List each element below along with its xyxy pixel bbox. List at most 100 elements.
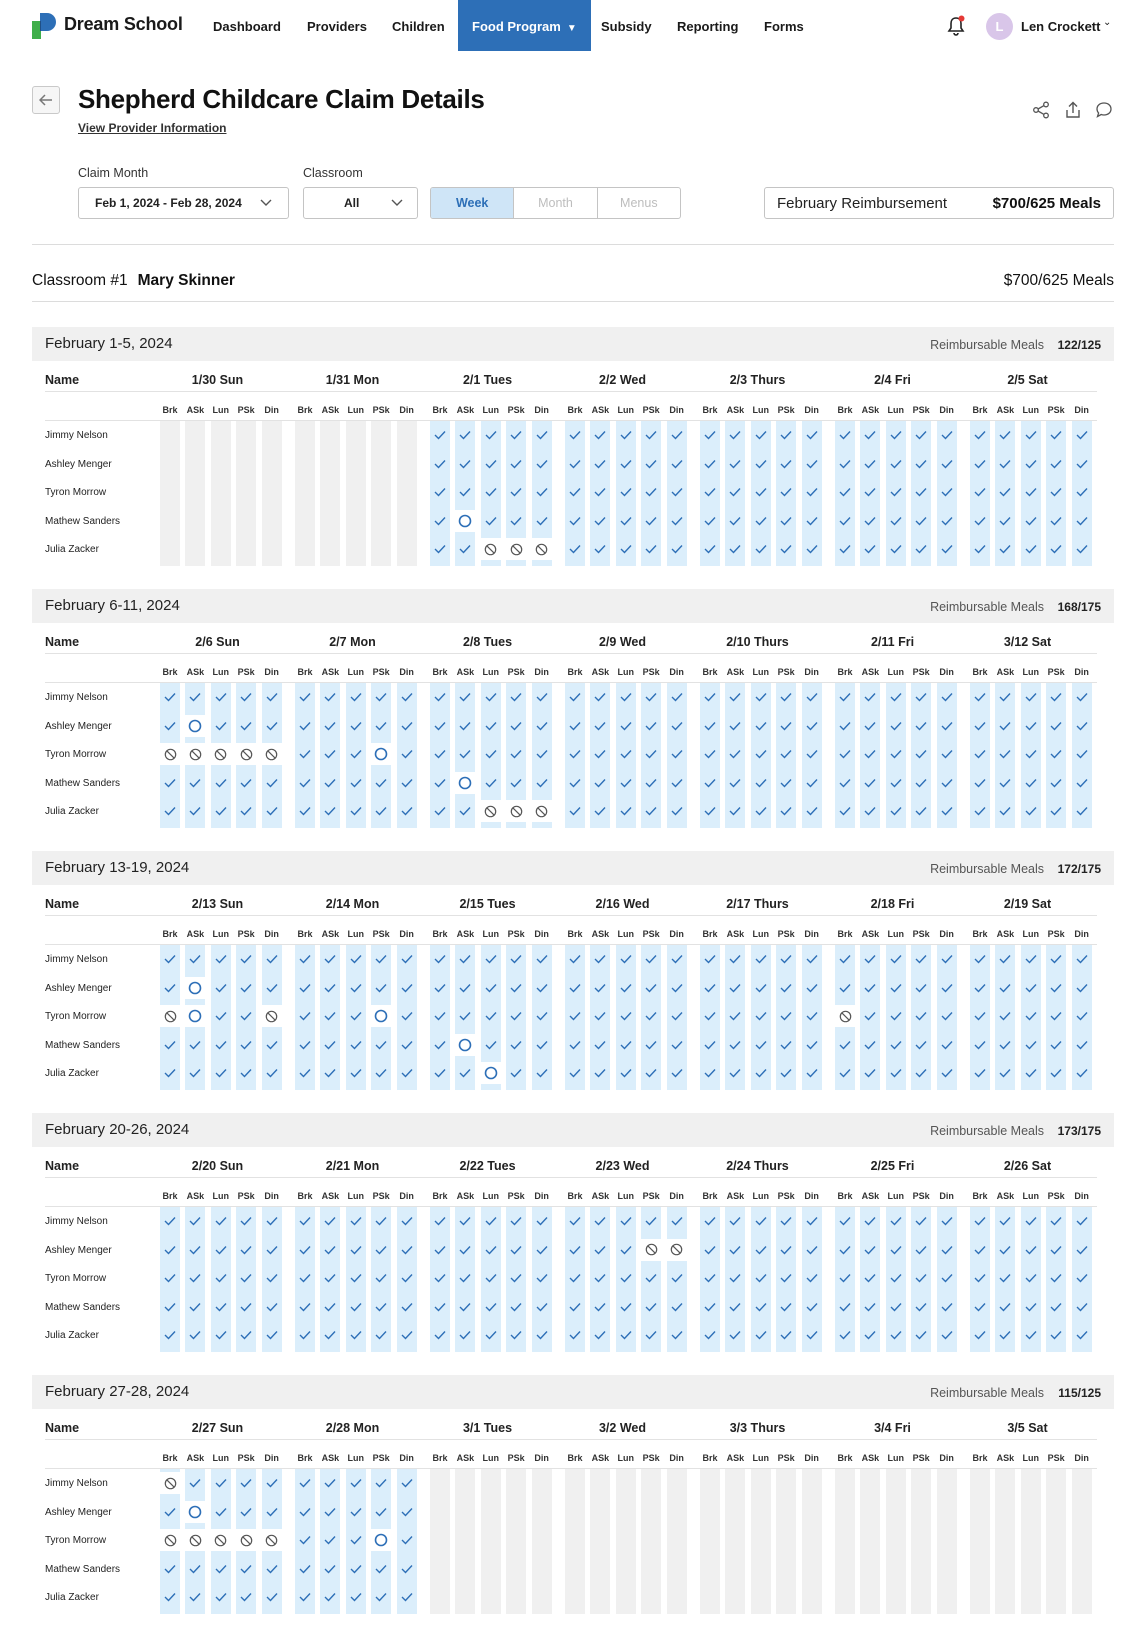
meal-served-check-icon[interactable] — [565, 453, 585, 475]
meal-served-check-icon[interactable] — [937, 510, 957, 532]
meal-served-check-icon[interactable] — [397, 1267, 417, 1289]
meal-served-check-icon[interactable] — [1021, 1324, 1041, 1346]
meal-served-check-icon[interactable] — [262, 1324, 282, 1346]
meal-served-check-icon[interactable] — [430, 743, 450, 765]
meal-served-check-icon[interactable] — [970, 686, 990, 708]
meal-served-check-icon[interactable] — [970, 800, 990, 822]
meal-served-check-icon[interactable] — [937, 686, 957, 708]
meal-served-check-icon[interactable] — [995, 1296, 1015, 1318]
meal-served-check-icon[interactable] — [346, 948, 366, 970]
meal-served-check-icon[interactable] — [725, 715, 745, 737]
meal-served-check-icon[interactable] — [937, 1296, 957, 1318]
meal-served-check-icon[interactable] — [802, 1267, 822, 1289]
meal-served-check-icon[interactable] — [1046, 1324, 1066, 1346]
meal-served-check-icon[interactable] — [911, 1324, 931, 1346]
meal-served-check-icon[interactable] — [751, 1324, 771, 1346]
meal-served-check-icon[interactable] — [995, 453, 1015, 475]
meal-not-served-icon[interactable] — [185, 743, 206, 765]
meal-served-check-icon[interactable] — [970, 1210, 990, 1232]
meal-served-check-icon[interactable] — [802, 800, 822, 822]
meal-pending-circle-icon[interactable] — [455, 1033, 476, 1056]
meal-served-check-icon[interactable] — [937, 1210, 957, 1232]
meal-served-check-icon[interactable] — [725, 510, 745, 532]
meal-served-check-icon[interactable] — [295, 1034, 315, 1056]
meal-served-check-icon[interactable] — [1021, 686, 1041, 708]
meal-served-check-icon[interactable] — [911, 1296, 931, 1318]
meal-served-check-icon[interactable] — [860, 481, 880, 503]
meal-served-check-icon[interactable] — [700, 1296, 720, 1318]
meal-served-check-icon[interactable] — [835, 481, 855, 503]
meal-served-check-icon[interactable] — [937, 800, 957, 822]
meal-served-check-icon[interactable] — [835, 1267, 855, 1289]
meal-served-check-icon[interactable] — [835, 1210, 855, 1232]
meal-served-check-icon[interactable] — [262, 1210, 282, 1232]
comment-icon[interactable] — [1095, 101, 1113, 119]
meal-served-check-icon[interactable] — [211, 1267, 231, 1289]
meal-served-check-icon[interactable] — [185, 772, 205, 794]
meal-served-check-icon[interactable] — [641, 538, 661, 560]
meal-served-check-icon[interactable] — [1072, 715, 1092, 737]
meal-served-check-icon[interactable] — [506, 743, 526, 765]
meal-served-check-icon[interactable] — [1072, 800, 1092, 822]
meal-served-check-icon[interactable] — [725, 686, 745, 708]
meal-served-check-icon[interactable] — [320, 1324, 340, 1346]
meal-served-check-icon[interactable] — [1072, 453, 1092, 475]
meal-served-check-icon[interactable] — [616, 800, 636, 822]
meal-served-check-icon[interactable] — [211, 800, 231, 822]
meal-served-check-icon[interactable] — [262, 1267, 282, 1289]
nav-reporting[interactable]: Reporting — [677, 19, 739, 34]
meal-served-check-icon[interactable] — [211, 1005, 231, 1027]
meal-served-check-icon[interactable] — [835, 1296, 855, 1318]
meal-served-check-icon[interactable] — [886, 743, 906, 765]
meal-served-check-icon[interactable] — [995, 481, 1015, 503]
meal-served-check-icon[interactable] — [532, 453, 552, 475]
meal-served-check-icon[interactable] — [430, 772, 450, 794]
meal-served-check-icon[interactable] — [1046, 424, 1066, 446]
meal-pending-circle-icon[interactable] — [371, 1005, 392, 1027]
meal-served-check-icon[interactable] — [835, 510, 855, 532]
meal-served-check-icon[interactable] — [236, 948, 256, 970]
meal-served-check-icon[interactable] — [835, 1062, 855, 1084]
meal-served-check-icon[interactable] — [236, 772, 256, 794]
meal-served-check-icon[interactable] — [565, 1267, 585, 1289]
meal-served-check-icon[interactable] — [725, 1034, 745, 1056]
meal-served-check-icon[interactable] — [590, 772, 610, 794]
meal-served-check-icon[interactable] — [430, 1296, 450, 1318]
meal-served-check-icon[interactable] — [481, 1239, 501, 1261]
meal-served-check-icon[interactable] — [725, 1296, 745, 1318]
meal-served-check-icon[interactable] — [667, 948, 687, 970]
meal-served-check-icon[interactable] — [886, 977, 906, 999]
meal-served-check-icon[interactable] — [481, 1324, 501, 1346]
meal-served-check-icon[interactable] — [776, 510, 796, 532]
meal-served-check-icon[interactable] — [776, 1296, 796, 1318]
meal-served-check-icon[interactable] — [346, 1034, 366, 1056]
meal-served-check-icon[interactable] — [1046, 1062, 1066, 1084]
view-menus-tab[interactable]: Menus — [620, 196, 658, 210]
meal-served-check-icon[interactable] — [1072, 1034, 1092, 1056]
meal-served-check-icon[interactable] — [1046, 743, 1066, 765]
meal-served-check-icon[interactable] — [295, 686, 315, 708]
meal-served-check-icon[interactable] — [506, 1267, 526, 1289]
meal-served-check-icon[interactable] — [700, 424, 720, 446]
meal-served-check-icon[interactable] — [937, 424, 957, 446]
meal-served-check-icon[interactable] — [160, 1296, 180, 1318]
meal-served-check-icon[interactable] — [970, 715, 990, 737]
meal-served-check-icon[interactable] — [911, 1210, 931, 1232]
meal-served-check-icon[interactable] — [346, 743, 366, 765]
meal-served-check-icon[interactable] — [346, 715, 366, 737]
meal-served-check-icon[interactable] — [937, 948, 957, 970]
meal-served-check-icon[interactable] — [295, 1267, 315, 1289]
meal-pending-circle-icon[interactable] — [185, 714, 206, 737]
meal-served-check-icon[interactable] — [725, 1062, 745, 1084]
meal-served-check-icon[interactable] — [667, 1267, 687, 1289]
meal-served-check-icon[interactable] — [886, 510, 906, 532]
meal-served-check-icon[interactable] — [160, 1501, 180, 1523]
meal-served-check-icon[interactable] — [995, 1324, 1015, 1346]
meal-served-check-icon[interactable] — [320, 686, 340, 708]
meal-served-check-icon[interactable] — [751, 510, 771, 532]
meal-served-check-icon[interactable] — [371, 1034, 391, 1056]
meal-served-check-icon[interactable] — [590, 743, 610, 765]
meal-served-check-icon[interactable] — [430, 1210, 450, 1232]
meal-served-check-icon[interactable] — [397, 977, 417, 999]
meal-served-check-icon[interactable] — [886, 1062, 906, 1084]
